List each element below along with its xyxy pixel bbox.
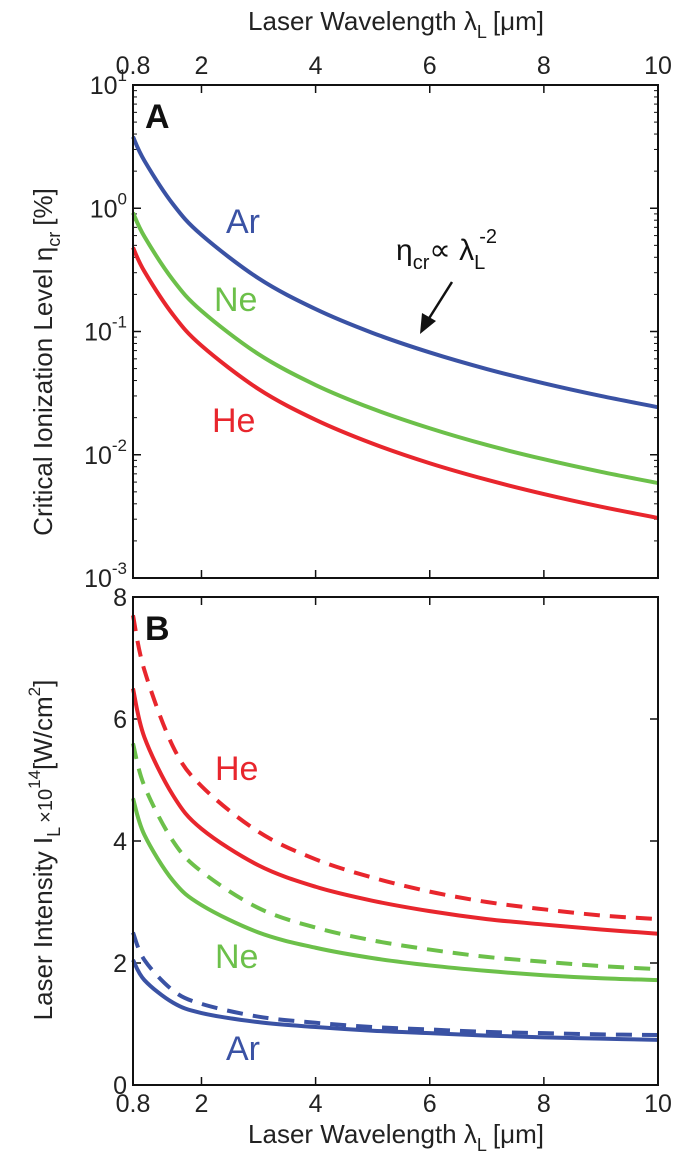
series-label-ar: Ar xyxy=(226,203,260,241)
series-label-he-b: He xyxy=(215,750,258,788)
panel-a-y-axis-label: Critical Ionization Level ηcr[%] xyxy=(28,188,64,536)
series-line-ar-solid xyxy=(131,958,659,1042)
series-label-ne: Ne xyxy=(214,281,257,319)
panel-b-y-axis-label: Laser Intensity IL×1014[W/cm2] xyxy=(25,680,64,1021)
y-tick-label: 10-3 xyxy=(84,559,127,593)
panel-a-series xyxy=(131,135,659,520)
x-tick-label: 4 xyxy=(309,1090,323,1118)
x-tick-label: 2 xyxy=(195,1090,209,1118)
series-line-he-dashed xyxy=(131,614,659,922)
panel-a-frame xyxy=(132,84,659,579)
panel-b: 0.8 2 4 6 8 10 0 2 4 6 8 B Laser Intensity IL×1014… xyxy=(25,584,672,1118)
series-line-ar xyxy=(131,135,659,410)
panel-b-series xyxy=(131,614,659,1042)
panel-a-ticks: 0.8 2 4 6 8 10 10-3 10-2 10-1 100 101 xyxy=(84,52,672,593)
series-label-ar-b: Ar xyxy=(226,1030,260,1068)
series-label-he: He xyxy=(212,402,255,440)
series-label-ne-b: Ne xyxy=(215,938,258,976)
panel-a: 0.8 2 4 6 8 10 10-3 10-2 10-1 100 101 A Critical I… xyxy=(28,52,672,593)
y-tick-label: 10-2 xyxy=(84,436,127,470)
y-tick-label: 10-1 xyxy=(84,313,127,347)
y-tick-label: 4 xyxy=(113,828,127,856)
top-x-tick-label: 8 xyxy=(537,52,551,80)
y-tick-label: 101 xyxy=(90,66,127,100)
scaling-annotation: ηcr∝ λL-2 xyxy=(396,226,497,334)
y-tick-label: 8 xyxy=(113,584,127,612)
panel-b-letter: B xyxy=(145,610,170,648)
panel-b-frame xyxy=(132,596,659,1086)
series-line-ne xyxy=(131,211,659,486)
annotation-arrow xyxy=(426,281,454,321)
series-line-ne-dashed xyxy=(131,742,659,972)
top-x-tick-label: 6 xyxy=(423,52,437,80)
x-tick-label: 6 xyxy=(423,1090,437,1118)
series-line-ne-solid xyxy=(131,797,659,983)
y-tick-label: 100 xyxy=(90,189,127,223)
y-tick-label: 0 xyxy=(113,1072,127,1100)
y-tick-label: 6 xyxy=(113,706,127,734)
panel-a-letter: A xyxy=(145,98,170,136)
series-line-he xyxy=(131,246,659,520)
top-x-tick-label: 2 xyxy=(195,52,209,80)
top-x-tick-label: 4 xyxy=(309,52,323,80)
bottom-x-axis-label: Laser Wavelength λL [μm] xyxy=(248,1119,544,1155)
x-tick-label: 8 xyxy=(537,1090,551,1118)
top-x-tick-label: 10 xyxy=(644,52,672,80)
series-line-ar-dashed xyxy=(131,931,659,1037)
panel-b-ticks: 0.8 2 4 6 8 10 0 2 4 6 8 xyxy=(113,584,672,1118)
top-x-tick-label: 0.8 xyxy=(116,52,151,80)
x-tick-label: 0.8 xyxy=(116,1090,151,1118)
x-tick-label: 10 xyxy=(644,1090,672,1118)
series-line-he-solid xyxy=(131,688,659,936)
y-tick-label: 2 xyxy=(113,950,127,978)
top-x-axis-label: Laser Wavelength λL [μm] xyxy=(248,6,544,42)
annotation-arrowhead xyxy=(420,313,436,334)
svg-text:ηcr∝ λL-2: ηcr∝ λL-2 xyxy=(396,226,497,274)
